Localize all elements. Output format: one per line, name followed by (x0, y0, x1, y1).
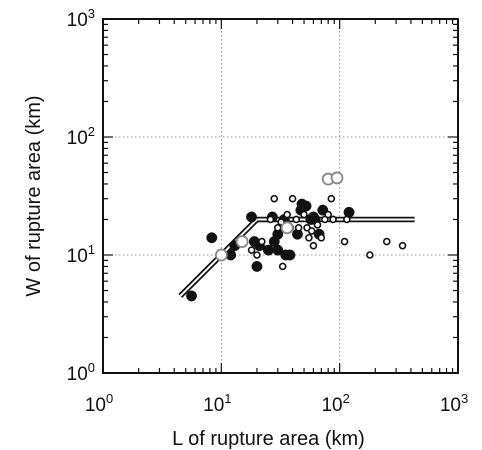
plot-frame (102, 18, 459, 374)
data-point-filled (206, 232, 218, 244)
data-point-gray (280, 221, 294, 235)
data-point-open (317, 233, 326, 242)
x-tick-label: 102 (321, 391, 349, 416)
data-point-filled (300, 200, 312, 212)
data-point-open (292, 215, 301, 224)
data-point-gray (330, 171, 344, 185)
data-point-open (321, 215, 329, 224)
x-tick-label: 100 (85, 391, 113, 416)
data-point-open (294, 224, 303, 232)
data-point-filled (246, 211, 257, 223)
data-point-open (327, 194, 336, 203)
data-point-open (278, 262, 287, 271)
axis-ticks: 100 101 102 103 100 101 102 103 (67, 6, 469, 416)
fit-line-inner (179, 218, 415, 297)
data-points (186, 171, 407, 302)
data-point-open (398, 241, 407, 250)
data-point-filled (284, 249, 296, 261)
data-point-filled (251, 260, 263, 272)
data-point-filled (272, 244, 284, 256)
data-point-open (288, 194, 297, 203)
data-point-open (324, 210, 332, 219)
data-point-open (329, 215, 337, 224)
data-point-gray (235, 235, 249, 248)
data-point-open (258, 237, 266, 246)
data-point-open (366, 251, 374, 259)
x-tick-label: 101 (203, 391, 231, 416)
y-tick-label: 102 (67, 124, 95, 149)
x-tick-label: 103 (440, 391, 468, 416)
y-tick-label: 103 (67, 6, 95, 31)
data-point-open (307, 227, 316, 235)
grid-lines (103, 19, 458, 373)
data-point-open (270, 194, 279, 203)
data-point-open (305, 233, 313, 242)
data-point-open (343, 215, 351, 224)
data-point-gray (214, 248, 228, 262)
data-point-open (313, 221, 322, 229)
fit-lines (178, 216, 415, 298)
data-point-open (283, 210, 291, 219)
data-point-filled (186, 290, 197, 302)
data-point-open (266, 215, 275, 224)
y-tick-label: 100 (67, 360, 95, 385)
data-point-open (300, 210, 308, 219)
y-axis-title: W of rupture area (km) (23, 95, 45, 296)
data-point-open (253, 251, 261, 259)
data-point-open (382, 237, 391, 246)
x-axis-title: L of rupture area (km) (172, 428, 365, 450)
data-point-open (309, 241, 318, 250)
y-tick-label: 101 (67, 242, 95, 267)
data-point-open (247, 246, 256, 254)
data-point-filled (343, 206, 355, 218)
data-point-open (340, 237, 349, 246)
